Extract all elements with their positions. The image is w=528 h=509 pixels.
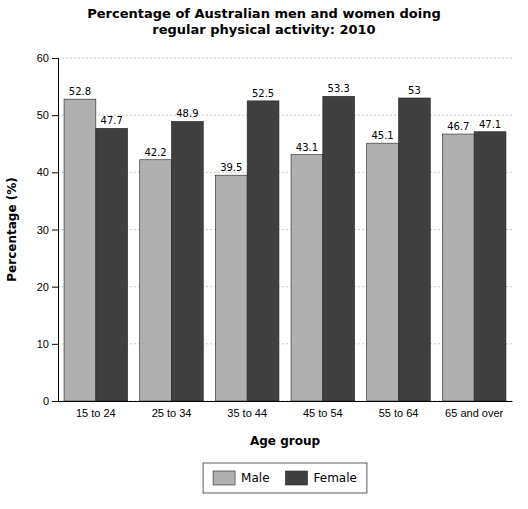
data-label: 53.3 bbox=[328, 83, 350, 94]
chart: Percentage of Australian men and women d… bbox=[0, 0, 528, 509]
tick: 40 bbox=[37, 166, 58, 178]
bars bbox=[64, 96, 506, 401]
bar bbox=[367, 143, 399, 401]
bar bbox=[140, 160, 172, 401]
legend-item: Female bbox=[286, 471, 357, 485]
bar bbox=[442, 134, 474, 401]
tick-mark bbox=[52, 172, 58, 173]
y-axis: 0 10 20 30 40 50 60 bbox=[37, 52, 59, 407]
data-label: 45.1 bbox=[371, 130, 393, 141]
tick: 50 bbox=[37, 109, 58, 121]
tick: 55 to 64 bbox=[379, 401, 419, 419]
tick-label: 35 to 44 bbox=[227, 407, 267, 419]
data-label: 43.1 bbox=[296, 142, 318, 153]
x-axis-title: Age group bbox=[250, 434, 320, 448]
tick: 20 bbox=[37, 281, 58, 293]
tick: 0 bbox=[43, 395, 58, 407]
data-label: 42.2 bbox=[144, 147, 166, 158]
axis-line bbox=[59, 401, 513, 402]
tick: 30 bbox=[37, 224, 58, 236]
data-label: 52.8 bbox=[69, 86, 91, 97]
y-axis-title: Percentage (%) bbox=[5, 177, 19, 281]
tick-label: 15 to 24 bbox=[76, 407, 116, 419]
tick-label: 10 bbox=[37, 338, 49, 350]
data-label: 39.5 bbox=[220, 162, 242, 173]
bar bbox=[474, 132, 506, 401]
bar bbox=[96, 128, 128, 401]
bar bbox=[291, 155, 323, 401]
tick-mark bbox=[52, 287, 58, 288]
tick-mark bbox=[52, 58, 58, 59]
bar bbox=[172, 121, 204, 401]
legend-item: Male bbox=[213, 471, 269, 485]
tick: 45 to 54 bbox=[303, 401, 343, 419]
legend-swatch bbox=[286, 471, 308, 485]
title-line: Percentage of Australian men and women d… bbox=[87, 6, 441, 21]
grid-line bbox=[58, 115, 512, 116]
tick-label: 25 to 34 bbox=[152, 407, 192, 419]
legend: Male Female bbox=[203, 463, 367, 493]
bar bbox=[215, 175, 247, 401]
tick: 10 bbox=[37, 338, 58, 350]
tick-label: 0 bbox=[43, 395, 49, 407]
tick-label: 60 bbox=[37, 52, 49, 64]
legend-swatch bbox=[213, 471, 235, 485]
tick-label: 50 bbox=[37, 109, 49, 121]
tick-mark bbox=[52, 344, 58, 345]
data-label: 48.9 bbox=[176, 108, 198, 119]
tick-label: 55 to 64 bbox=[379, 407, 419, 419]
bar bbox=[323, 96, 355, 401]
data-label: 47.7 bbox=[101, 115, 123, 126]
grid-line bbox=[58, 58, 512, 59]
x-axis: 15 to 24 25 to 34 35 to 44 45 to 54 55 to 64… bbox=[59, 401, 513, 419]
bar bbox=[247, 101, 279, 401]
title: Percentage of Australian men and women d… bbox=[87, 6, 441, 37]
bar bbox=[399, 98, 431, 401]
axis-line bbox=[52, 59, 59, 402]
tick: 60 bbox=[37, 52, 58, 64]
tick-label: 45 to 54 bbox=[303, 407, 343, 419]
tick: 65 and over bbox=[445, 401, 503, 419]
tick-mark bbox=[52, 115, 58, 116]
data-label: 52.5 bbox=[252, 88, 274, 99]
legend-label: Female bbox=[314, 471, 357, 485]
tick: 25 to 34 bbox=[152, 401, 192, 419]
bar bbox=[64, 99, 96, 401]
tick-label: 20 bbox=[37, 281, 49, 293]
tick-mark bbox=[52, 401, 58, 402]
tick-label: 40 bbox=[37, 166, 49, 178]
data-label: 53 bbox=[408, 85, 421, 96]
tick-label: 65 and over bbox=[445, 407, 503, 419]
tick: 35 to 44 bbox=[227, 401, 267, 419]
title-line: regular physical activity: 2010 bbox=[152, 22, 375, 37]
legend-label: Male bbox=[241, 471, 269, 485]
legend-frame bbox=[203, 463, 367, 493]
tick: 15 to 24 bbox=[76, 401, 116, 419]
tick-label: 30 bbox=[37, 224, 49, 236]
data-label: 47.1 bbox=[479, 119, 501, 130]
plot: 52.8 42.2 39.5 43.1 45.1 46.7 47.7 48.9 52.5 53.3… bbox=[37, 52, 513, 419]
grid bbox=[58, 58, 512, 401]
data-labels: 52.8 42.2 39.5 43.1 45.1 46.7 47.7 48.9 52.5 53.3… bbox=[69, 83, 501, 173]
tick-mark bbox=[52, 230, 58, 231]
data-label: 46.7 bbox=[447, 121, 469, 132]
